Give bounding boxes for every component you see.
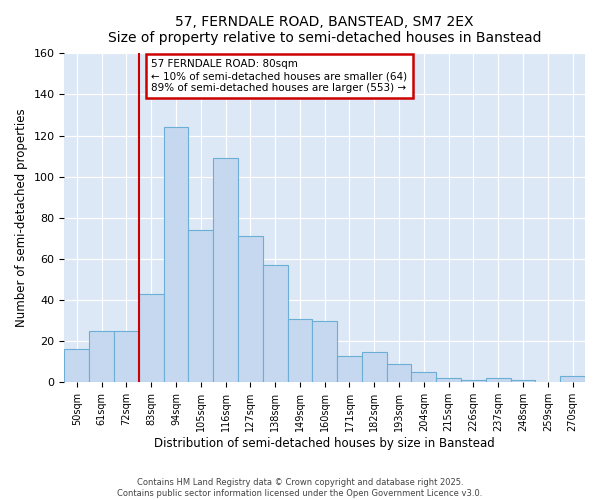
Bar bbox=[64, 350, 89, 382]
Bar bbox=[461, 380, 486, 382]
Bar bbox=[139, 294, 164, 382]
Bar bbox=[188, 230, 213, 382]
Bar bbox=[337, 356, 362, 382]
Text: 57 FERNDALE ROAD: 80sqm
← 10% of semi-detached houses are smaller (64)
89% of se: 57 FERNDALE ROAD: 80sqm ← 10% of semi-de… bbox=[151, 60, 407, 92]
Bar bbox=[287, 318, 313, 382]
Title: 57, FERNDALE ROAD, BANSTEAD, SM7 2EX
Size of property relative to semi-detached : 57, FERNDALE ROAD, BANSTEAD, SM7 2EX Siz… bbox=[108, 15, 541, 45]
Bar bbox=[238, 236, 263, 382]
Bar bbox=[313, 320, 337, 382]
Bar bbox=[412, 372, 436, 382]
X-axis label: Distribution of semi-detached houses by size in Banstead: Distribution of semi-detached houses by … bbox=[154, 437, 495, 450]
Bar bbox=[114, 331, 139, 382]
Y-axis label: Number of semi-detached properties: Number of semi-detached properties bbox=[15, 108, 28, 327]
Bar bbox=[213, 158, 238, 382]
Bar bbox=[560, 376, 585, 382]
Bar bbox=[263, 265, 287, 382]
Bar bbox=[511, 380, 535, 382]
Bar bbox=[436, 378, 461, 382]
Bar bbox=[386, 364, 412, 382]
Text: Contains HM Land Registry data © Crown copyright and database right 2025.
Contai: Contains HM Land Registry data © Crown c… bbox=[118, 478, 482, 498]
Bar bbox=[486, 378, 511, 382]
Bar bbox=[362, 352, 386, 382]
Bar bbox=[164, 128, 188, 382]
Bar bbox=[89, 331, 114, 382]
